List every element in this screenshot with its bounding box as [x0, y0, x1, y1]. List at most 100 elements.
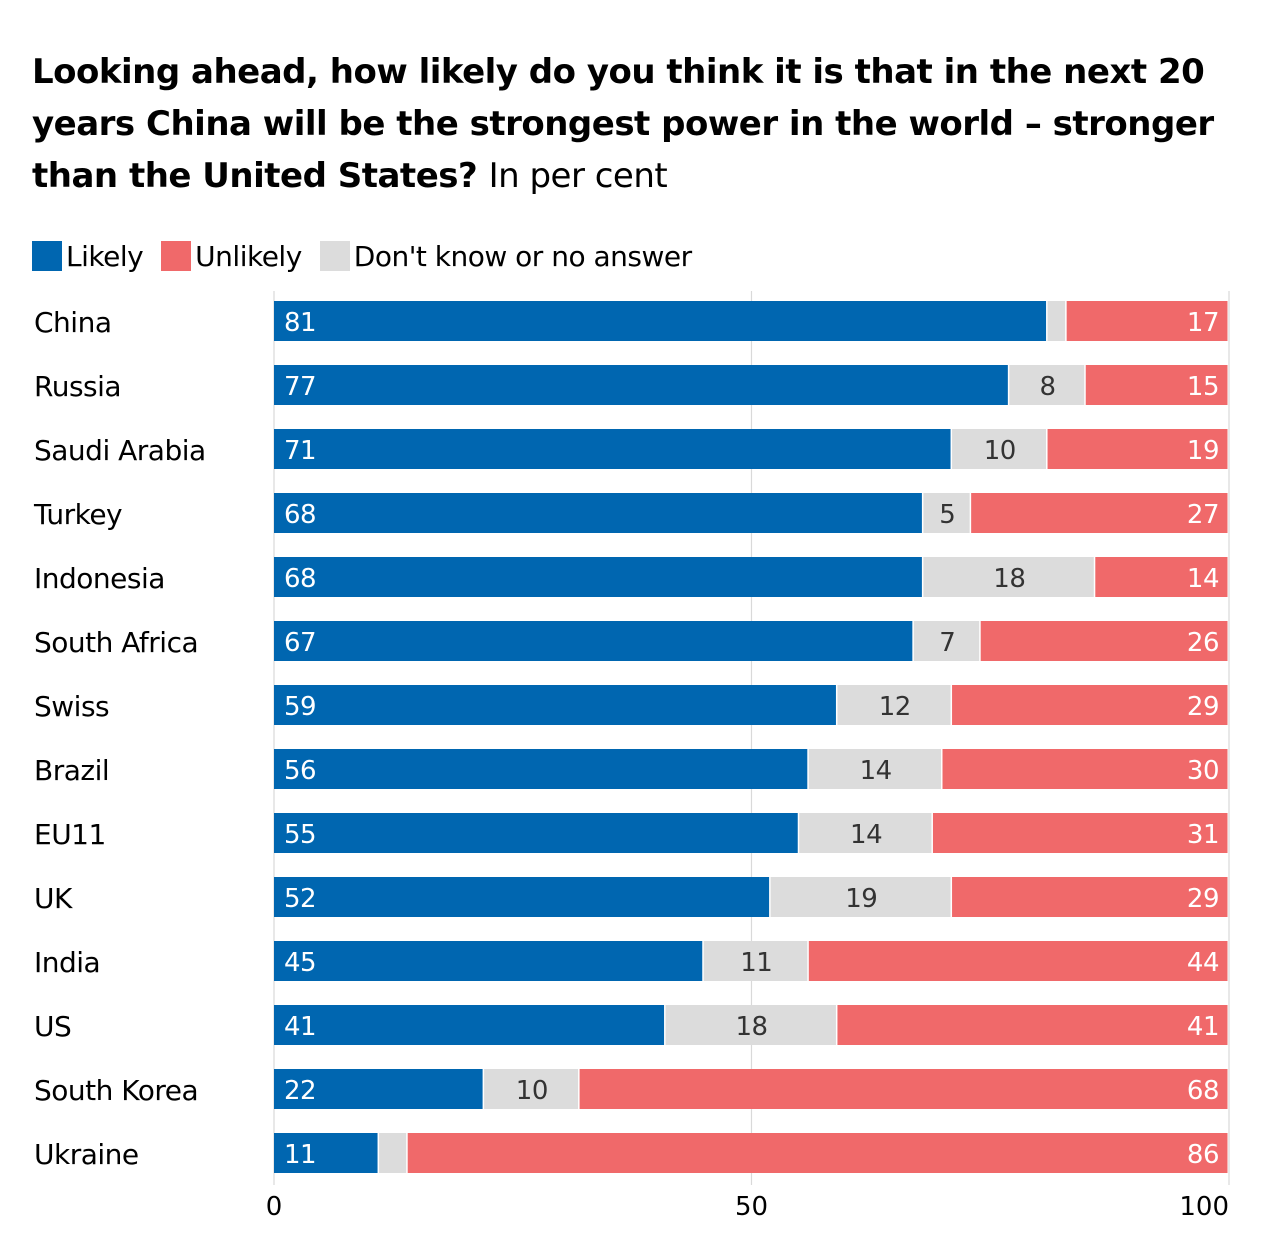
- bar-brazil-unlikely: [942, 749, 1228, 789]
- value-label-eu11-unlikely: 31: [1187, 820, 1219, 850]
- bar-south-korea-likely: [274, 1069, 483, 1109]
- value-label-india-likely: 45: [284, 948, 316, 978]
- value-label-indonesia-likely: 68: [284, 564, 316, 594]
- value-label-south-africa-dont-know: 7: [939, 628, 955, 658]
- x-axis-ticks: 0 50 100: [266, 1192, 1229, 1222]
- value-label-india-dont-know: 11: [740, 948, 772, 978]
- category-label-us: US: [34, 1010, 71, 1043]
- value-label-ukraine-unlikely: 86: [1187, 1140, 1219, 1170]
- value-label-russia-likely: 77: [284, 372, 316, 402]
- bar-south-africa-likely: [274, 621, 913, 661]
- legend-swatch-unlikely: [161, 241, 192, 271]
- bar-uk-unlikely: [952, 877, 1228, 917]
- value-label-swiss-unlikely: 29: [1187, 692, 1219, 722]
- category-label-china: China: [34, 306, 111, 339]
- x-tick-label-0: 0: [266, 1192, 283, 1222]
- legend-label-dont-know: Don't know or no answer: [353, 239, 692, 273]
- bar-uk-likely: [274, 877, 770, 917]
- category-label-south-korea: South Korea: [34, 1074, 198, 1107]
- category-label-india: India: [34, 946, 100, 979]
- value-label-south-africa-unlikely: 26: [1187, 628, 1219, 658]
- value-label-saudi-arabia-likely: 71: [284, 436, 316, 466]
- value-label-turkey-likely: 68: [284, 500, 316, 530]
- bar-saudi-arabia-likely: [274, 429, 951, 469]
- bar-turkey-unlikely: [971, 493, 1228, 533]
- bar-turkey-dont-know: [923, 493, 970, 533]
- bar-china-likely: [274, 301, 1047, 341]
- category-label-uk: UK: [34, 882, 73, 915]
- value-label-us-unlikely: 41: [1187, 1012, 1219, 1042]
- bar-saudi-arabia-unlikely: [1047, 429, 1228, 469]
- bar-ukraine-dont-know: [379, 1133, 407, 1173]
- bar-eu11-likely: [274, 813, 798, 853]
- legend-item-unlikely: Unlikely: [161, 240, 302, 273]
- bar-eu11-unlikely: [932, 813, 1228, 853]
- legend: Likely Unlikely Don't know or no answer: [32, 238, 710, 274]
- bars: 81 17 77 8 15 71 10 19 68 5 27 68 18 14 67 7 26 59 12 29 56 1…: [274, 301, 1228, 1173]
- category-label-turkey: Turkey: [33, 498, 122, 531]
- legend-label-unlikely: Unlikely: [195, 239, 302, 273]
- chart-subtitle: In per cent: [488, 156, 668, 196]
- bar-turkey-likely: [274, 493, 922, 533]
- value-label-russia-unlikely: 15: [1187, 372, 1219, 402]
- value-label-eu11-dont-know: 14: [850, 820, 882, 850]
- value-label-brazil-likely: 56: [284, 756, 316, 786]
- bar-india-likely: [274, 941, 703, 981]
- bar-ukraine-likely: [274, 1133, 378, 1173]
- category-label-brazil: Brazil: [34, 754, 109, 787]
- legend-label-likely: Likely: [66, 239, 144, 273]
- x-tick-label-100: 100: [1179, 1192, 1229, 1222]
- value-label-south-korea-likely: 22: [284, 1076, 316, 1106]
- gridlines: [273, 291, 1230, 1185]
- bar-south-africa-unlikely: [980, 621, 1228, 661]
- bar-india-dont-know: [703, 941, 808, 981]
- value-label-turkey-unlikely: 27: [1187, 500, 1219, 530]
- value-label-eu11-likely: 55: [284, 820, 316, 850]
- bar-eu11-dont-know: [799, 813, 932, 853]
- bar-china-dont-know: [1047, 301, 1066, 341]
- bar-swiss-likely: [274, 685, 836, 725]
- value-label-uk-likely: 52: [284, 884, 316, 914]
- value-label-south-korea-dont-know: 10: [516, 1076, 548, 1106]
- chart-title: Looking ahead, how likely do you think i…: [32, 46, 1232, 202]
- bar-russia-likely: [274, 365, 1008, 405]
- value-label-ukraine-likely: 11: [284, 1140, 316, 1170]
- chart-title-text: Looking ahead, how likely do you think i…: [32, 52, 1214, 196]
- category-label-south-africa: South Africa: [34, 626, 198, 659]
- category-label-saudi-arabia: Saudi Arabia: [34, 434, 206, 467]
- value-label-indonesia-unlikely: 14: [1187, 564, 1219, 594]
- bar-brazil-likely: [274, 749, 808, 789]
- value-label-south-korea-unlikely: 68: [1187, 1076, 1219, 1106]
- bar-swiss-unlikely: [952, 685, 1228, 725]
- bar-us-likely: [274, 1005, 665, 1045]
- bar-ukraine-unlikely: [407, 1133, 1228, 1173]
- category-label-swiss: Swiss: [34, 690, 109, 723]
- bar-indonesia-unlikely: [1095, 557, 1228, 597]
- value-label-us-dont-know: 18: [735, 1012, 767, 1042]
- category-label-eu11: EU11: [34, 818, 106, 851]
- bar-south-africa-dont-know: [913, 621, 980, 661]
- value-label-china-likely: 81: [284, 308, 316, 338]
- value-label-china-unlikely: 17: [1187, 308, 1219, 338]
- value-label-us-likely: 41: [284, 1012, 316, 1042]
- value-label-russia-dont-know: 8: [1040, 372, 1056, 402]
- value-label-saudi-arabia-dont-know: 10: [984, 436, 1016, 466]
- value-label-uk-unlikely: 29: [1187, 884, 1219, 914]
- bar-swiss-dont-know: [837, 685, 951, 725]
- bar-south-korea-unlikely: [579, 1069, 1228, 1109]
- bar-indonesia-dont-know: [923, 557, 1094, 597]
- category-label-russia: Russia: [34, 370, 121, 403]
- value-label-swiss-dont-know: 12: [879, 692, 911, 722]
- value-label-india-unlikely: 44: [1187, 948, 1219, 978]
- bar-us-dont-know: [665, 1005, 836, 1045]
- category-label-indonesia: Indonesia: [34, 562, 165, 595]
- bar-indonesia-likely: [274, 557, 922, 597]
- bar-brazil-dont-know: [808, 749, 941, 789]
- value-label-turkey-dont-know: 5: [939, 500, 955, 530]
- legend-item-likely: Likely: [32, 239, 144, 273]
- legend-swatch-dont-know: [319, 241, 350, 271]
- value-label-brazil-unlikely: 30: [1187, 756, 1219, 786]
- value-label-indonesia-dont-know: 18: [993, 564, 1025, 594]
- bar-china-unlikely: [1066, 301, 1228, 341]
